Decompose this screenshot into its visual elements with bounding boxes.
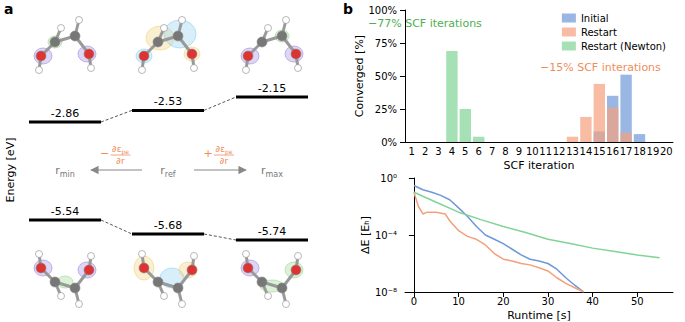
svg-text:50: 50: [631, 296, 644, 307]
svg-text:13: 13: [566, 146, 579, 157]
svg-text:Energy [eV]: Energy [eV]: [4, 138, 17, 203]
svg-text:4: 4: [449, 146, 455, 157]
svg-text:SCF iteration: SCF iteration: [504, 159, 575, 172]
svg-text:15: 15: [593, 146, 606, 157]
svg-text:17: 17: [620, 146, 633, 157]
svg-text:+: +: [203, 147, 212, 160]
svg-text:-2.53: -2.53: [154, 95, 182, 108]
svg-text:ΔE [Eₕ]: ΔE [Eₕ]: [359, 216, 372, 254]
svg-text:10⁰: 10⁰: [380, 173, 397, 184]
svg-text:Runtime [s]: Runtime [s]: [507, 309, 571, 322]
svg-text:a: a: [4, 1, 13, 17]
svg-text:b: b: [343, 1, 353, 17]
svg-text:0: 0: [411, 296, 417, 307]
svg-text:16: 16: [606, 146, 619, 157]
svg-text:-5.74: -5.74: [258, 225, 286, 238]
svg-text:1: 1: [409, 146, 415, 157]
svg-text:6: 6: [476, 146, 482, 157]
svg-text:−77% SCF iterations: −77% SCF iterations: [368, 17, 482, 30]
svg-text:Restart: Restart: [581, 27, 617, 38]
svg-text:2: 2: [422, 146, 428, 157]
svg-text:∂r: ∂r: [220, 156, 229, 166]
svg-text:11: 11: [539, 146, 552, 157]
svg-text:-5.54: -5.54: [51, 205, 79, 218]
svg-text:Restart (Newton): Restart (Newton): [581, 41, 666, 52]
svg-text:25%: 25%: [375, 104, 397, 115]
svg-text:18: 18: [633, 146, 646, 157]
svg-text:0%: 0%: [381, 137, 397, 148]
svg-text:Initial: Initial: [581, 13, 609, 24]
svg-text:30: 30: [542, 296, 555, 307]
svg-text:−15% SCF interations: −15% SCF interations: [540, 61, 661, 74]
svg-text:rref: rref: [160, 164, 176, 179]
svg-text:40: 40: [586, 296, 599, 307]
svg-text:-2.15: -2.15: [258, 82, 286, 95]
svg-text:8: 8: [502, 146, 508, 157]
svg-text:12: 12: [553, 146, 566, 157]
svg-text:19: 19: [647, 146, 660, 157]
svg-text:20: 20: [497, 296, 510, 307]
svg-text:10: 10: [526, 146, 539, 157]
svg-text:7: 7: [489, 146, 495, 157]
svg-text:rmax: rmax: [261, 164, 283, 179]
svg-text:100%: 100%: [368, 5, 397, 16]
svg-text:5: 5: [462, 146, 468, 157]
svg-text:20: 20: [660, 146, 673, 157]
svg-text:50%: 50%: [375, 71, 397, 82]
svg-text:10: 10: [452, 296, 465, 307]
svg-text:Converged [%]: Converged [%]: [353, 35, 366, 117]
svg-text:9: 9: [516, 146, 522, 157]
svg-text:3: 3: [435, 146, 441, 157]
svg-text:-2.86: -2.86: [51, 107, 79, 120]
svg-text:∂εpe: ∂εpe: [112, 144, 129, 156]
svg-text:∂εpe: ∂εpe: [215, 144, 232, 156]
svg-text:-5.68: -5.68: [154, 219, 182, 232]
svg-text:∂r: ∂r: [116, 156, 125, 166]
svg-text:rmin: rmin: [55, 164, 75, 179]
svg-text:10⁻⁸: 10⁻⁸: [375, 287, 397, 298]
svg-text:14: 14: [580, 146, 593, 157]
svg-text:−: −: [100, 147, 109, 160]
svg-text:10⁻⁴: 10⁻⁴: [375, 230, 397, 241]
svg-text:75%: 75%: [375, 38, 397, 49]
